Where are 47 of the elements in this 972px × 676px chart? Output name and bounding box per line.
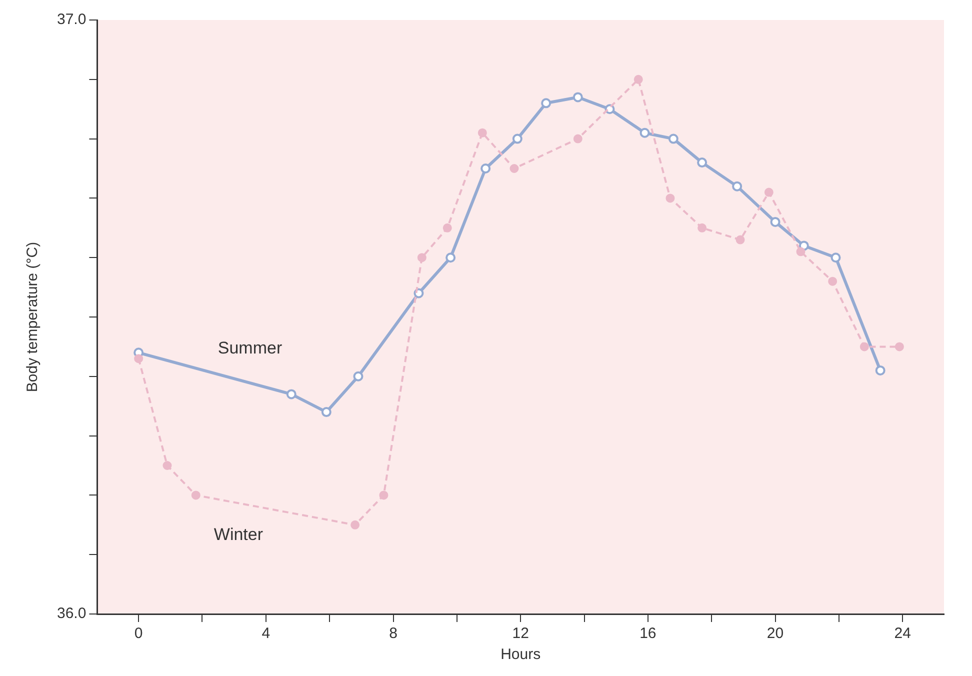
point	[573, 134, 582, 144]
point	[830, 252, 841, 263]
point	[480, 164, 491, 174]
point	[698, 223, 707, 232]
x-tick-label: 16	[640, 625, 656, 642]
point	[736, 235, 745, 244]
series-label: Summer	[218, 338, 282, 358]
point	[512, 134, 522, 144]
x-tick-label: 24	[894, 625, 911, 642]
point	[668, 134, 678, 144]
point	[640, 128, 650, 138]
point	[446, 252, 456, 263]
point	[875, 365, 886, 376]
x-tick-label: 4	[262, 625, 270, 642]
point	[894, 342, 904, 352]
point	[350, 520, 360, 530]
x-tick-label: 8	[389, 625, 398, 642]
x-axis-title: Hours	[500, 646, 541, 664]
series-label: Winter	[214, 525, 264, 544]
x-tick-label: 0	[134, 625, 143, 642]
x-tick-label: 12	[512, 625, 529, 642]
point	[666, 194, 675, 203]
point	[510, 164, 519, 173]
point	[828, 276, 838, 286]
point	[353, 371, 364, 382]
point	[286, 389, 296, 400]
x-tick-label: 20	[766, 625, 784, 642]
point	[764, 188, 774, 197]
point	[191, 490, 200, 500]
point	[541, 98, 552, 108]
point	[134, 354, 144, 364]
y-axis-title: Body temperature (°C)	[24, 242, 42, 392]
point	[697, 158, 708, 168]
point	[442, 223, 452, 232]
point	[770, 216, 780, 227]
point	[634, 74, 643, 84]
point	[732, 181, 742, 192]
point	[478, 128, 487, 138]
point	[860, 342, 869, 352]
y-tick-label: 37.0	[56, 11, 86, 28]
point	[572, 92, 583, 102]
y-tick-label: 36.0	[56, 605, 86, 622]
point	[796, 247, 806, 256]
point	[162, 461, 172, 470]
point	[417, 253, 426, 262]
point	[321, 407, 332, 418]
point	[379, 490, 388, 500]
